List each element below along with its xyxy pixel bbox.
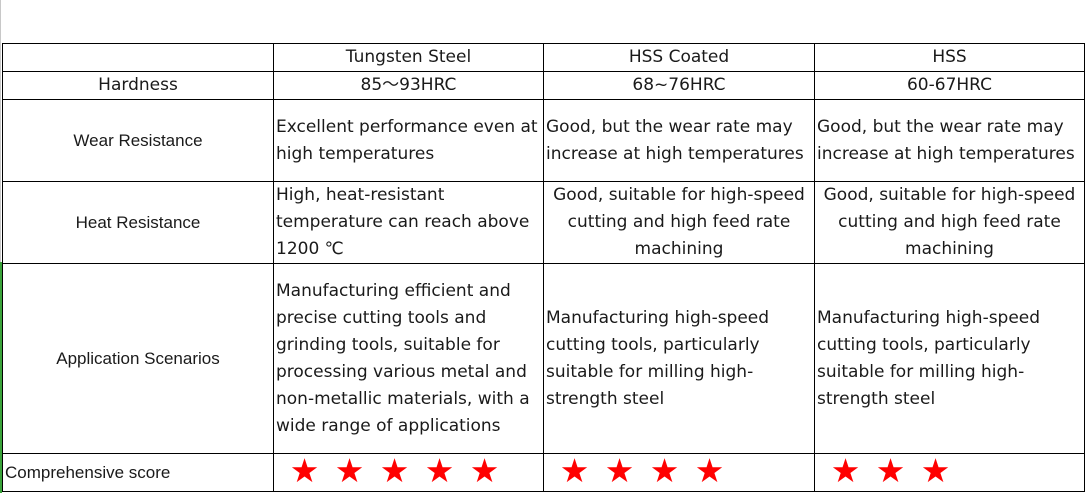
row-label-comprehensive-score[interactable]: Comprehensive score <box>2 453 274 492</box>
cell-wear-hss-coated[interactable]: Good, but the wear rate may increase at … <box>543 99 815 182</box>
header-cell-empty[interactable] <box>2 43 274 72</box>
row-label-application-scenarios[interactable]: Application Scenarios <box>2 263 274 454</box>
star-icon: ★ <box>559 453 590 490</box>
sheet-left-border <box>0 0 1 262</box>
row-label-heat-resistance[interactable]: Heat Resistance <box>2 181 274 264</box>
header-cell-hss-coated[interactable]: HSS Coated <box>543 43 815 72</box>
cell-wear-hss[interactable]: Good, but the wear rate may increase at … <box>814 99 1085 182</box>
star-icon: ★ <box>649 453 680 490</box>
header-row: Tungsten Steel HSS Coated HSS <box>2 43 1085 72</box>
score-cell-tungsten[interactable]: ★ ★ ★ ★ ★ <box>273 453 544 492</box>
star-icon: ★ <box>830 453 861 490</box>
cell-application-hss-coated[interactable]: Manufacturing high-speed cutting tools, … <box>543 263 815 454</box>
cell-application-hss[interactable]: Manufacturing high-speed cutting tools, … <box>814 263 1085 454</box>
row-label-hardness[interactable]: Hardness <box>2 71 274 100</box>
star-icon: ★ <box>469 453 500 490</box>
cell-heat-hss[interactable]: Good, suitable for high-speed cutting an… <box>814 181 1085 264</box>
row-application-scenarios: Application Scenarios Manufacturing effi… <box>2 263 1085 454</box>
selection-edge-marker <box>0 262 2 493</box>
header-cell-tungsten-steel[interactable]: Tungsten Steel <box>273 43 544 72</box>
star-icon: ★ <box>604 453 635 490</box>
star-icon: ★ <box>334 453 365 490</box>
cell-hardness-hss-coated[interactable]: 68~76HRC <box>543 71 815 100</box>
cell-heat-tungsten[interactable]: High, heat-resistant temperature can rea… <box>273 181 544 264</box>
row-label-wear-resistance[interactable]: Wear Resistance <box>2 99 274 182</box>
cell-wear-tungsten[interactable]: Excellent performance even at high tempe… <box>273 99 544 182</box>
header-cell-hss[interactable]: HSS <box>814 43 1085 72</box>
cell-hardness-tungsten[interactable]: 85～93HRC <box>273 71 544 100</box>
star-icon: ★ <box>424 453 455 490</box>
star-icon: ★ <box>694 453 725 490</box>
star-icon: ★ <box>920 453 951 490</box>
score-cell-hss-coated[interactable]: ★ ★ ★ ★ <box>543 453 815 492</box>
row-hardness: Hardness 85～93HRC 68~76HRC 60-67HRC <box>2 71 1085 100</box>
star-icon: ★ <box>379 453 410 490</box>
cell-heat-hss-coated[interactable]: Good, suitable for high-speed cutting an… <box>543 181 815 264</box>
star-icon: ★ <box>289 453 320 490</box>
cell-hardness-hss[interactable]: 60-67HRC <box>814 71 1085 100</box>
row-heat-resistance: Heat Resistance High, heat-resistant tem… <box>2 181 1085 264</box>
comparison-table: Tungsten Steel HSS Coated HSS Hardness 8… <box>2 43 1085 492</box>
cell-application-tungsten[interactable]: Manufacturing efficient and precise cutt… <box>273 263 544 454</box>
star-icon: ★ <box>875 453 906 490</box>
score-cell-hss[interactable]: ★ ★ ★ <box>814 453 1085 492</box>
row-wear-resistance: Wear Resistance Excellent performance ev… <box>2 99 1085 182</box>
row-comprehensive-score: Comprehensive score ★ ★ ★ ★ ★ ★ ★ ★ ★ ★ ★ ★ <box>2 453 1085 492</box>
